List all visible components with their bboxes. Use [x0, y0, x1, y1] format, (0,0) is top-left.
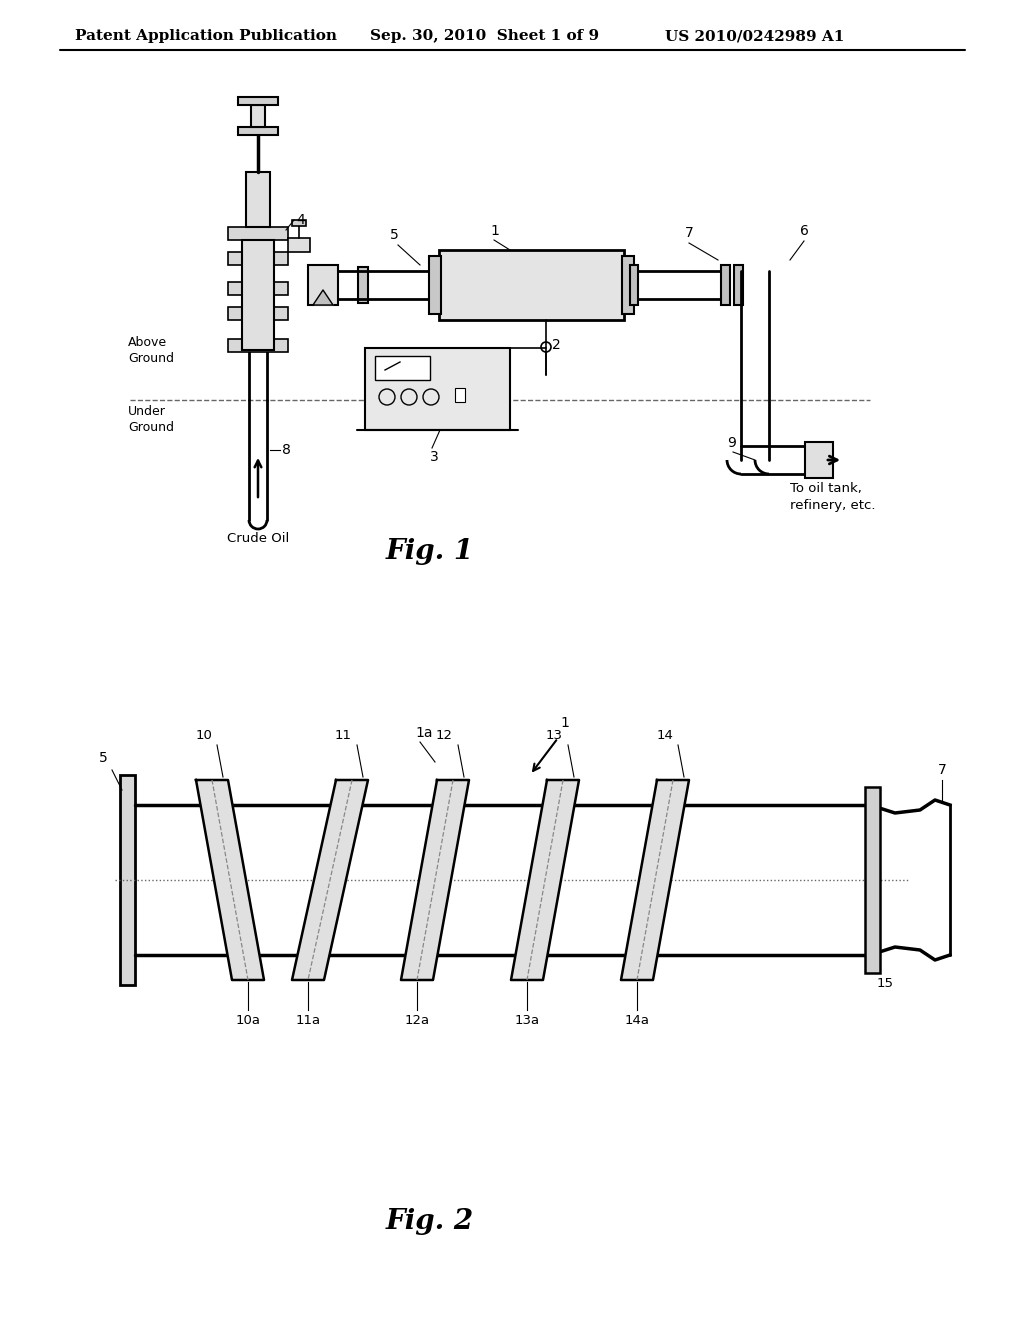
Polygon shape — [313, 290, 333, 305]
Text: 12a: 12a — [404, 1014, 429, 1027]
Text: 1a: 1a — [415, 726, 432, 741]
Bar — [228, 282, 288, 294]
Text: 1: 1 — [490, 224, 499, 238]
Text: 7: 7 — [938, 763, 947, 777]
Text: 3: 3 — [430, 450, 438, 465]
Text: Patent Application Publication: Patent Application Publication — [75, 29, 337, 44]
Text: Above
Ground: Above Ground — [128, 337, 174, 366]
Text: 6: 6 — [800, 224, 809, 238]
Bar — [228, 308, 288, 319]
Bar — [439, 249, 624, 319]
Polygon shape — [292, 780, 368, 979]
Text: 8: 8 — [282, 444, 291, 457]
Bar — [308, 265, 338, 305]
Bar — [288, 238, 310, 252]
Text: 10a: 10a — [236, 1014, 260, 1027]
Text: 4: 4 — [296, 213, 305, 227]
Bar — [431, 265, 439, 305]
Bar — [630, 265, 638, 305]
Bar — [228, 227, 288, 240]
Bar — [251, 106, 265, 127]
Bar — [228, 339, 288, 352]
Polygon shape — [196, 780, 264, 979]
Bar — [865, 787, 880, 973]
Text: 11a: 11a — [296, 1014, 321, 1027]
Bar — [429, 256, 441, 314]
Text: 5: 5 — [390, 228, 398, 242]
Bar — [365, 348, 510, 430]
Bar — [805, 442, 833, 478]
Text: Crude Oil: Crude Oil — [227, 532, 289, 545]
Bar — [238, 127, 278, 135]
Text: To oil tank,
refinery, etc.: To oil tank, refinery, etc. — [790, 482, 876, 512]
Polygon shape — [621, 780, 689, 979]
Bar — [246, 172, 270, 227]
Bar — [734, 265, 743, 305]
Text: 15: 15 — [877, 977, 894, 990]
Text: 10: 10 — [196, 729, 212, 742]
Bar — [455, 388, 465, 403]
Text: 11: 11 — [335, 729, 352, 742]
Text: Sep. 30, 2010  Sheet 1 of 9: Sep. 30, 2010 Sheet 1 of 9 — [370, 29, 599, 44]
Text: Fig. 2: Fig. 2 — [386, 1208, 474, 1236]
Bar — [358, 267, 368, 304]
Text: US 2010/0242989 A1: US 2010/0242989 A1 — [665, 29, 845, 44]
Text: 9: 9 — [727, 436, 736, 450]
Text: 13a: 13a — [514, 1014, 540, 1027]
Text: Fig. 1: Fig. 1 — [386, 539, 474, 565]
Bar — [721, 265, 730, 305]
Text: 14: 14 — [656, 729, 673, 742]
Polygon shape — [401, 780, 469, 979]
Text: 2: 2 — [552, 338, 561, 352]
Bar — [292, 220, 306, 226]
Bar — [228, 252, 288, 265]
Bar — [120, 775, 135, 985]
Text: 14a: 14a — [625, 1014, 649, 1027]
Text: 7: 7 — [685, 226, 693, 240]
Bar — [242, 240, 274, 350]
Text: 12: 12 — [436, 729, 453, 742]
Bar — [238, 96, 278, 106]
Text: 5: 5 — [99, 751, 108, 766]
Polygon shape — [511, 780, 579, 979]
Text: 13: 13 — [546, 729, 563, 742]
Bar — [375, 356, 430, 380]
Text: Under
Ground: Under Ground — [128, 405, 174, 434]
Text: 1: 1 — [560, 715, 569, 730]
Bar — [622, 256, 634, 314]
